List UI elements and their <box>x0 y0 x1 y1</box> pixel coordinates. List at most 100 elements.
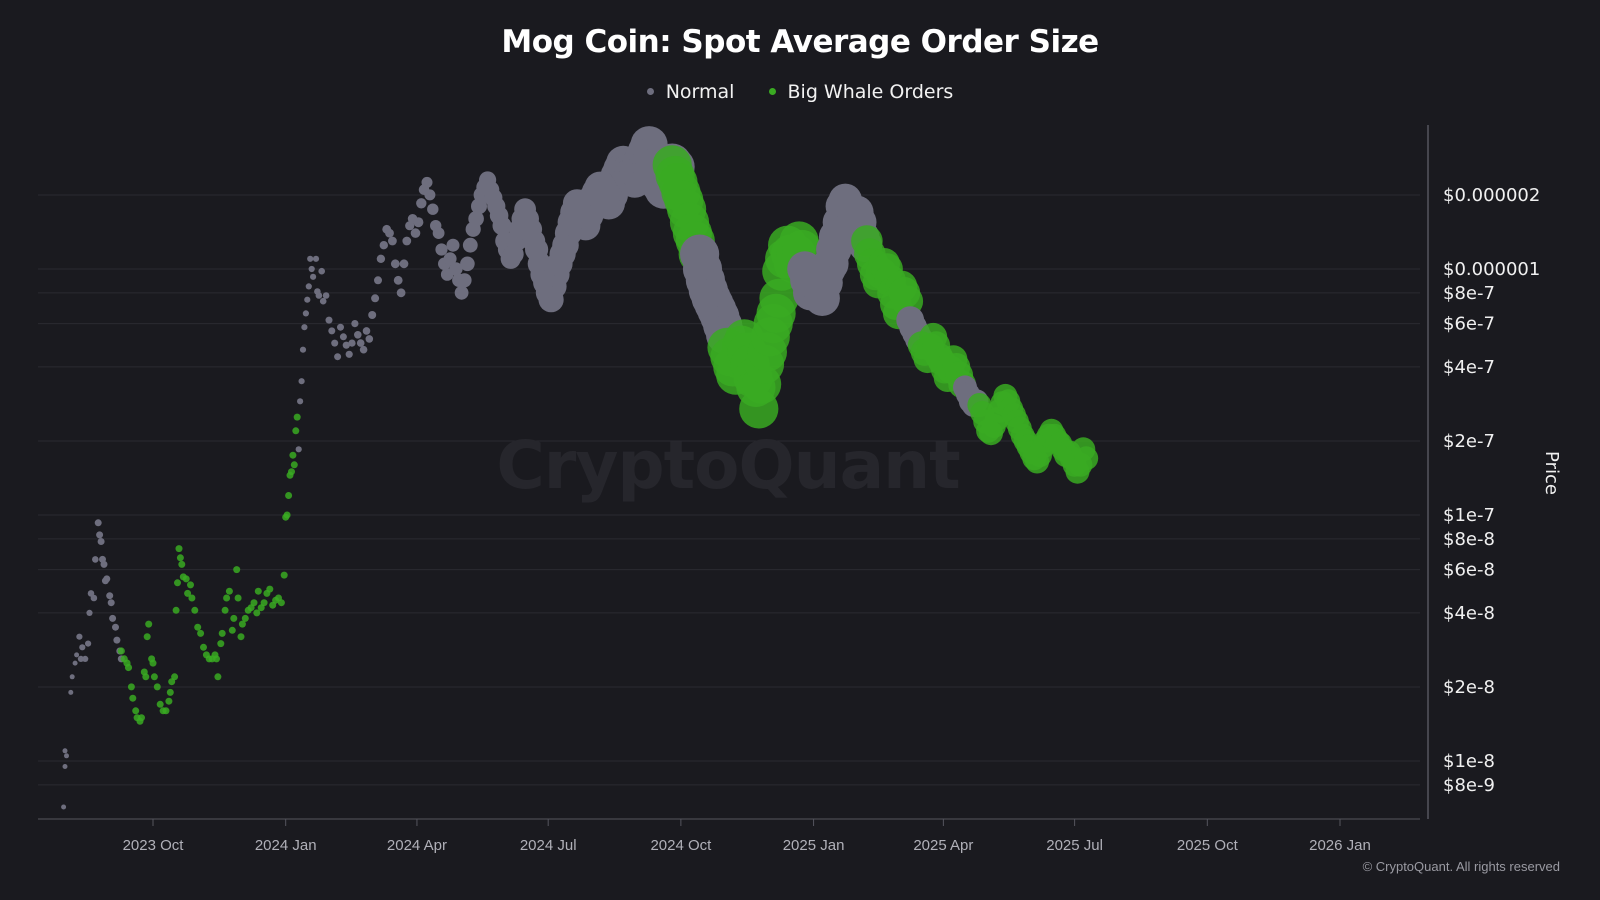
point-normal <box>322 292 330 299</box>
point-big-whale <box>218 629 226 637</box>
point-big-whale <box>285 492 293 499</box>
point-normal <box>424 189 436 201</box>
point-normal <box>304 296 311 303</box>
point-big-whale <box>250 599 258 607</box>
point-big-whale <box>289 451 297 459</box>
point-big-whale <box>283 511 291 519</box>
point-normal <box>103 575 111 583</box>
point-normal <box>72 660 78 666</box>
point-normal <box>435 243 448 256</box>
point-big-whale <box>217 640 225 648</box>
point-normal <box>413 217 424 228</box>
point-normal <box>318 267 326 275</box>
point-normal <box>308 265 315 273</box>
y-tick-label: $0.000001 <box>1443 259 1540 280</box>
legend-item-normal[interactable]: Normal <box>646 80 735 103</box>
point-big-whale <box>237 633 245 641</box>
point-normal <box>305 283 312 290</box>
point-big-whale <box>234 594 242 602</box>
gridlines <box>38 194 1420 786</box>
legend-dot-big-whale <box>768 88 776 95</box>
point-big-whale <box>145 620 153 628</box>
chart-title: Mog Coin: Spot Average Order Size <box>501 24 1099 60</box>
point-big-whale <box>213 655 220 663</box>
x-tick-label: 2024 Oct <box>650 837 712 854</box>
point-normal <box>62 748 68 754</box>
point-big-whale <box>132 707 140 715</box>
point-normal <box>302 310 309 317</box>
point-normal <box>96 531 104 539</box>
point-big-whale <box>165 697 173 705</box>
point-normal <box>106 592 114 600</box>
point-big-whale <box>238 620 246 628</box>
point-big-whale <box>280 571 288 579</box>
point-normal <box>359 345 368 354</box>
point-normal <box>399 259 409 269</box>
point-normal <box>315 292 323 299</box>
point-normal <box>462 237 478 253</box>
y-tick-label: $8e-9 <box>1443 775 1495 796</box>
y-tick-label: $4e-7 <box>1443 357 1495 378</box>
y-tick-label: $2e-7 <box>1443 431 1495 452</box>
point-big-whale <box>176 554 184 562</box>
point-big-whale <box>178 560 186 568</box>
point-big-whale <box>156 700 164 708</box>
point-big-whale <box>194 623 202 631</box>
y-tick-label: $1e-8 <box>1443 751 1495 772</box>
point-normal <box>390 259 400 269</box>
legend-label-normal: Normal <box>665 80 735 103</box>
point-normal <box>109 614 117 622</box>
point-normal <box>416 198 427 209</box>
point-normal <box>94 519 102 527</box>
point-big-whale <box>233 566 241 574</box>
point-normal <box>368 311 377 319</box>
point-normal <box>334 353 342 361</box>
point-normal <box>492 216 512 236</box>
point-big-whale <box>162 707 170 715</box>
point-normal <box>76 633 83 640</box>
x-tick-label: 2025 Jul <box>1046 837 1103 854</box>
point-big-whale <box>214 673 222 681</box>
point-normal <box>82 655 89 663</box>
point-normal <box>345 350 353 358</box>
point-normal <box>310 273 317 280</box>
point-normal <box>362 327 371 335</box>
legend-label-big-whale: Big Whale Orders <box>787 80 954 103</box>
legend-item-big-whale-orders[interactable]: Big Whale Orders <box>768 80 954 103</box>
point-normal <box>454 285 469 300</box>
point-big-whale <box>290 461 298 469</box>
point-big-whale <box>241 614 249 622</box>
x-tick-label: 2023 Oct <box>123 837 185 854</box>
x-axis-ticks: 2023 Oct 2024 Jan 2024 Apr 2024 Jul 2024 Oct… <box>123 819 1371 854</box>
point-normal <box>356 339 365 347</box>
point-normal <box>69 674 75 680</box>
point-normal <box>307 255 314 262</box>
point-normal <box>354 331 362 339</box>
y-tick-label: $0.000002 <box>1443 185 1540 206</box>
x-tick-label: 2024 Apr <box>387 837 447 854</box>
point-normal <box>328 327 336 335</box>
point-big-whale <box>293 413 301 421</box>
point-normal <box>299 346 307 353</box>
point-normal <box>449 262 463 276</box>
y-tick-label: $8e-7 <box>1443 283 1495 304</box>
point-big-whale <box>188 594 196 602</box>
point-big-whale <box>225 587 233 595</box>
x-tick-label: 2025 Oct <box>1177 837 1239 854</box>
point-normal <box>92 556 99 563</box>
point-big-whale <box>187 581 194 589</box>
point-normal <box>446 238 460 252</box>
point-big-whale <box>184 589 192 597</box>
point-big-whale <box>138 714 145 722</box>
point-big-whale <box>277 599 285 607</box>
legend: Normal Big Whale Orders <box>0 78 1600 103</box>
point-big-whale <box>1074 446 1099 471</box>
point-normal <box>393 275 403 285</box>
legend-dot-normal <box>646 88 654 95</box>
point-normal <box>351 320 359 328</box>
point-big-whale <box>153 683 161 691</box>
point-big-whale <box>175 545 183 553</box>
point-normal <box>337 323 344 331</box>
point-big-whale <box>172 606 180 614</box>
point-normal <box>331 339 339 347</box>
